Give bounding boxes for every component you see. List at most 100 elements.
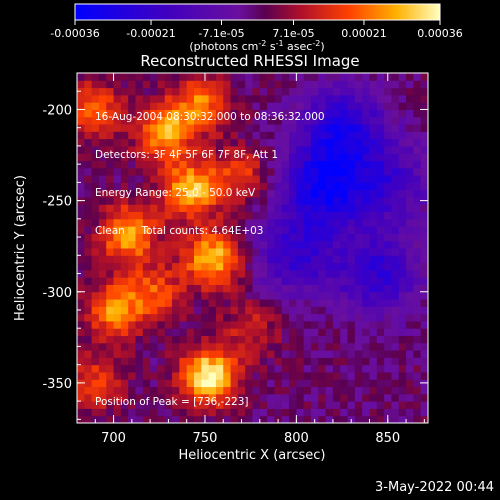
- heatmap-cell: [172, 218, 180, 227]
- heatmap-cell: [391, 80, 400, 89]
- heatmap-cell: [135, 277, 144, 285]
- heatmap-cell: [223, 248, 232, 256]
- heatmap-cell: [413, 204, 422, 213]
- heatmap-cell: [311, 226, 319, 234]
- heatmap-cell: [340, 393, 349, 402]
- heatmap-cell: [237, 182, 246, 191]
- heatmap-cell: [98, 218, 107, 227]
- heatmap-cell: [135, 269, 144, 278]
- heatmap-cell: [406, 306, 414, 315]
- heatmap-cell: [413, 393, 422, 402]
- heatmap-cell: [120, 277, 129, 285]
- heatmap-cell: [325, 328, 334, 336]
- heatmap-cell: [347, 124, 356, 132]
- heatmap-cell: [296, 124, 305, 132]
- heatmap-cell: [113, 160, 122, 169]
- heatmap-cell: [98, 167, 107, 176]
- heatmap-cell: [128, 175, 136, 183]
- heatmap-cell: [406, 386, 414, 395]
- heatmap-cell: [384, 87, 392, 96]
- heatmap-cell: [259, 138, 268, 147]
- heatmap-cell: [91, 335, 100, 344]
- heatmap-cell: [267, 226, 275, 234]
- heatmap-cell: [376, 73, 385, 81]
- heatmap-cell: [223, 182, 232, 191]
- heatmap-cell: [201, 328, 210, 336]
- heatmap-cell: [230, 371, 239, 380]
- heatmap-cell: [311, 313, 319, 322]
- heatmap-cell: [274, 379, 283, 388]
- heatmap-cell: [311, 109, 319, 118]
- heatmap-cell: [296, 364, 305, 373]
- heatmap-cell: [311, 204, 319, 213]
- heatmap-cell: [91, 364, 100, 373]
- y-tick-label: -250: [42, 195, 72, 210]
- heatmap-cell: [208, 211, 217, 220]
- heatmap-cell: [281, 342, 290, 351]
- heatmap-cell: [362, 204, 370, 213]
- heatmap-cell: [201, 379, 210, 388]
- heatmap-cell: [142, 284, 151, 293]
- heatmap-cell: [128, 371, 136, 380]
- heatmap-cell: [362, 87, 370, 96]
- heatmap-cell: [164, 204, 173, 213]
- heatmap-cell: [223, 299, 232, 307]
- heatmap-cell: [274, 284, 283, 293]
- heatmap-cell: [128, 393, 136, 402]
- heatmap-cell: [369, 269, 378, 278]
- heatmap-cell: [237, 196, 246, 205]
- heatmap-cell: [77, 138, 85, 147]
- heatmap-cell: [164, 342, 173, 351]
- heatmap-cell: [157, 94, 166, 103]
- heatmap-cell: [77, 320, 85, 329]
- heatmap-cell: [267, 182, 275, 191]
- heatmap-cell: [340, 379, 349, 388]
- heatmap-cell: [267, 160, 275, 169]
- heatmap-cell: [318, 335, 327, 344]
- heatmap-cell: [172, 167, 180, 176]
- heatmap-cell: [128, 189, 136, 198]
- heatmap-cell: [340, 277, 349, 285]
- heatmap-cell: [84, 226, 93, 234]
- heatmap-cell: [267, 167, 275, 176]
- heatmap-cell: [179, 233, 188, 242]
- heatmap-cell: [274, 218, 283, 227]
- heatmap-cell: [281, 284, 290, 293]
- heatmap-cell: [157, 102, 166, 110]
- heatmap-cell: [413, 342, 422, 351]
- heatmap-cell: [172, 277, 180, 285]
- heatmap-cell: [332, 415, 341, 423]
- heatmap-cell: [398, 131, 407, 140]
- heatmap-cell: [245, 240, 253, 249]
- heatmap-cell: [142, 87, 151, 96]
- heatmap-cell: [150, 145, 158, 154]
- heatmap-cell: [347, 313, 356, 322]
- heatmap-cell: [113, 182, 122, 191]
- heatmap-cell: [384, 320, 392, 329]
- heatmap-cell: [289, 415, 297, 423]
- heatmap-cell: [354, 218, 363, 227]
- heatmap-cell: [267, 408, 275, 417]
- heatmap-cell: [142, 320, 151, 329]
- heatmap-cell: [303, 175, 312, 183]
- heatmap-cell: [406, 313, 414, 322]
- heatmap-cell: [98, 145, 107, 154]
- heatmap-cell: [384, 153, 392, 161]
- heatmap-cell: [186, 401, 195, 409]
- heatmap-cell: [267, 342, 275, 351]
- heatmap-cell: [259, 386, 268, 395]
- heatmap-cell: [120, 233, 129, 242]
- heatmap-cell: [157, 335, 166, 344]
- plot-frame: [76, 72, 429, 424]
- heatmap-cell: [332, 167, 341, 176]
- heatmap-cell: [98, 153, 107, 161]
- heatmap-cell: [179, 408, 188, 417]
- heatmap-cell: [142, 73, 151, 81]
- heatmap-cell: [369, 255, 378, 264]
- heatmap-cell: [201, 87, 210, 96]
- heatmap-cell: [376, 175, 385, 183]
- heatmap-cell: [135, 357, 144, 366]
- heatmap-cell: [296, 109, 305, 118]
- heatmap-cell: [172, 182, 180, 191]
- heatmap-cell: [172, 153, 180, 161]
